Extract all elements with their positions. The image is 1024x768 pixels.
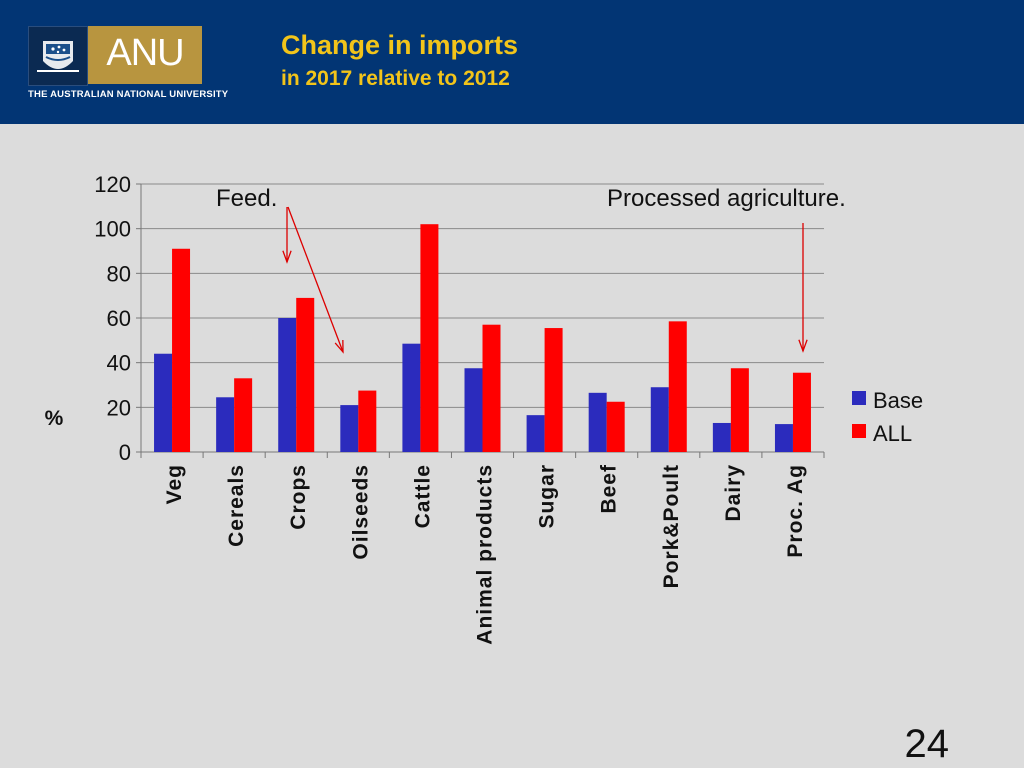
bar-base [712,422,731,452]
anu-logo: ANU [28,26,202,86]
bar-all [606,401,625,452]
bar-base [774,424,793,452]
y-tick-label: 120 [94,172,131,197]
x-tick-label: Dairy [722,464,745,522]
bar-base [278,318,297,452]
bar-all [792,372,811,452]
arrow-feed-oilseeds [287,206,344,353]
x-tick-label: Pork&Poult [660,464,683,588]
bar-base [464,368,483,452]
bar-all [420,224,439,452]
x-tick-label: Crops [287,464,310,530]
x-tick-label: Oilseeds [349,464,372,560]
bar-all [668,321,687,452]
annotation-processed-agriculture: Processed agriculture. [607,185,846,212]
x-tick-label: Beef [598,464,621,514]
anu-logo-box [88,26,202,84]
bar-base [340,405,359,452]
x-tick-label: Veg [163,464,186,504]
legend-label: Base [873,388,923,413]
university-name: THE AUSTRALIAN NATIONAL UNIVERSITY [28,89,229,100]
y-tick-label: 20 [107,395,131,420]
bar-base [216,397,235,452]
arrow-proc-ag-head [798,339,808,353]
bar-all [544,328,563,452]
bar-all [358,390,377,452]
bar-all [482,324,501,452]
bar-base [154,353,173,452]
y-tick-label: 40 [107,351,131,376]
y-tick-label: 100 [94,217,131,242]
slide-header: ANU THE AUSTRALIAN NATIONAL UNIVERSITY C… [0,0,1024,124]
bar-base [526,415,545,452]
bar-all [234,378,253,452]
x-tick-label: Animal products [474,464,497,645]
bar-base [650,387,669,452]
anu-crest-icon [28,26,88,86]
y-tick-label: 0 [119,440,131,465]
y-tick-label: 60 [107,306,131,331]
y-tick-label: 80 [107,261,131,286]
legend-label: ALL [873,421,912,446]
arrow-feed-oilseeds-head [334,339,344,354]
slide-title: Change in imports [281,30,519,60]
bar-all [730,368,749,452]
x-tick-label: Proc. Ag [784,464,807,558]
bar-base [588,392,607,452]
arrow-feed-crops-head [282,250,292,264]
x-tick-label: Cattle [411,464,434,528]
x-tick-label: Cereals [225,464,248,547]
slide-subtitle: in 2017 relative to 2012 [281,67,510,90]
bar-base [402,343,421,452]
bar-all [296,297,315,452]
page-number: 24 [904,722,950,766]
x-tick-label: Sugar [536,464,559,529]
y-axis-label: % [45,407,64,430]
legend-swatch [852,424,866,438]
legend-swatch [852,391,866,405]
annotation-feed: Feed. [216,185,277,212]
bar-all [172,248,191,452]
logo-text: ANU [106,32,184,74]
